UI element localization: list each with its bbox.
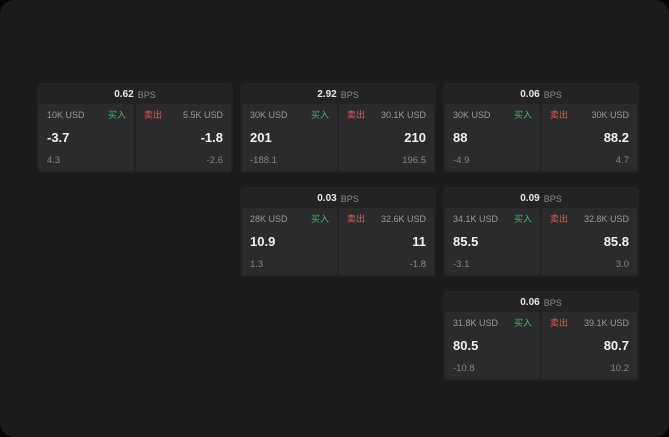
buy-side-label: 买入 <box>513 110 532 120</box>
buy-panel[interactable]: 30K USD 买入 88 -4.9 <box>445 104 540 171</box>
spread-header: 0.62 BPS <box>39 85 231 104</box>
quote-card: 2.92 BPS 30K USD 买入 201 -188.1 卖出 30.1K … <box>240 83 436 173</box>
spread-header: 0.06 BPS <box>445 293 637 312</box>
sell-price: 210 <box>404 130 426 145</box>
sell-price: -1.8 <box>200 130 223 145</box>
buy-amount: 30K USD <box>250 110 288 120</box>
spread-header: 2.92 BPS <box>242 85 434 104</box>
buy-price: 10.9 <box>250 234 276 249</box>
sell-delta: -1.8 <box>409 259 426 270</box>
spread-value: 0.09 <box>520 193 540 204</box>
buy-delta: -3.1 <box>453 259 470 270</box>
spread-unit: BPS <box>543 297 562 308</box>
sell-side-label: 卖出 <box>550 110 569 120</box>
sell-amount: 30.1K USD <box>380 110 426 120</box>
spread-value: 0.06 <box>520 89 540 100</box>
buy-delta: -10.8 <box>453 363 475 374</box>
spread-unit: BPS <box>543 89 562 100</box>
spread-unit: BPS <box>340 193 359 204</box>
buy-panel[interactable]: 31.8K USD 买入 80.5 -10.8 <box>445 312 540 379</box>
buy-side-label: 买入 <box>310 214 329 224</box>
sell-amount: 32.6K USD <box>380 214 426 224</box>
spread-value: 0.62 <box>114 89 134 100</box>
spread-unit: BPS <box>137 89 156 100</box>
sell-panel[interactable]: 卖出 30K USD 88.2 4.7 <box>542 104 637 171</box>
sell-panel[interactable]: 卖出 32.8K USD 85.8 3.0 <box>542 208 637 275</box>
buy-amount: 28K USD <box>250 214 288 224</box>
sell-amount: 5.5K USD <box>182 110 223 120</box>
sell-price: 88.2 <box>603 130 629 145</box>
sell-side-label: 卖出 <box>347 214 366 224</box>
spread-header: 0.09 BPS <box>445 189 637 208</box>
buy-price: 80.5 <box>453 338 479 353</box>
buy-amount: 10K USD <box>47 110 85 120</box>
buy-amount: 30K USD <box>453 110 491 120</box>
sell-panel[interactable]: 卖出 30.1K USD 210 196.5 <box>339 104 434 171</box>
buy-price: -3.7 <box>47 130 70 145</box>
quote-card: 0.06 BPS 31.8K USD 买入 80.5 -10.8 卖出 39.1… <box>443 291 639 381</box>
spread-unit: BPS <box>340 89 359 100</box>
buy-side-label: 买入 <box>513 318 532 328</box>
buy-delta: -4.9 <box>453 155 470 166</box>
sell-price: 85.8 <box>603 234 629 249</box>
sell-side-label: 卖出 <box>144 110 163 120</box>
buy-delta: 4.3 <box>47 155 61 166</box>
sell-side-label: 卖出 <box>347 110 366 120</box>
sell-amount: 39.1K USD <box>583 318 629 328</box>
buy-delta: -188.1 <box>250 155 277 166</box>
buy-panel[interactable]: 10K USD 买入 -3.7 4.3 <box>39 104 134 171</box>
spread-value: 2.92 <box>317 89 337 100</box>
sell-delta: 196.5 <box>402 155 426 166</box>
buy-amount: 34.1K USD <box>453 214 499 224</box>
quote-card: 0.06 BPS 30K USD 买入 88 -4.9 卖出 30K USD <box>443 83 639 173</box>
buy-panel[interactable]: 28K USD 买入 10.9 1.3 <box>242 208 337 275</box>
sell-delta: 4.7 <box>615 155 629 166</box>
quote-grid: 0.62 BPS 10K USD 买入 -3.7 4.3 卖出 5.5K USD <box>37 83 639 381</box>
quote-card: 0.62 BPS 10K USD 买入 -3.7 4.3 卖出 5.5K USD <box>37 83 233 173</box>
sell-delta: -2.6 <box>206 155 223 166</box>
buy-panel[interactable]: 30K USD 买入 201 -188.1 <box>242 104 337 171</box>
spread-header: 0.06 BPS <box>445 85 637 104</box>
buy-side-label: 买入 <box>107 110 126 120</box>
quote-card: 0.09 BPS 34.1K USD 买入 85.5 -3.1 卖出 32.8K… <box>443 187 639 277</box>
buy-price: 88 <box>453 130 468 145</box>
buy-side-label: 买入 <box>513 214 532 224</box>
buy-side-label: 买入 <box>310 110 329 120</box>
buy-panel[interactable]: 34.1K USD 买入 85.5 -3.1 <box>445 208 540 275</box>
sell-delta: 10.2 <box>610 363 630 374</box>
spread-header: 0.03 BPS <box>242 189 434 208</box>
sell-price: 11 <box>412 234 426 249</box>
quote-card: 0.03 BPS 28K USD 买入 10.9 1.3 卖出 32.6K US… <box>240 187 436 277</box>
sell-panel[interactable]: 卖出 32.6K USD 11 -1.8 <box>339 208 434 275</box>
buy-delta: 1.3 <box>250 259 264 270</box>
buy-price: 85.5 <box>453 234 479 249</box>
sell-panel[interactable]: 卖出 5.5K USD -1.8 -2.6 <box>136 104 231 171</box>
sell-delta: 3.0 <box>615 259 629 270</box>
sell-side-label: 卖出 <box>550 214 569 224</box>
sell-side-label: 卖出 <box>550 318 569 328</box>
buy-amount: 31.8K USD <box>453 318 499 328</box>
spread-value: 0.06 <box>520 297 540 308</box>
buy-price: 201 <box>250 130 272 145</box>
spread-unit: BPS <box>543 193 562 204</box>
spread-value: 0.03 <box>317 193 337 204</box>
sell-price: 80.7 <box>603 338 629 353</box>
sell-panel[interactable]: 卖出 39.1K USD 80.7 10.2 <box>542 312 637 379</box>
sell-amount: 32.8K USD <box>583 214 629 224</box>
sell-amount: 30K USD <box>591 110 629 120</box>
